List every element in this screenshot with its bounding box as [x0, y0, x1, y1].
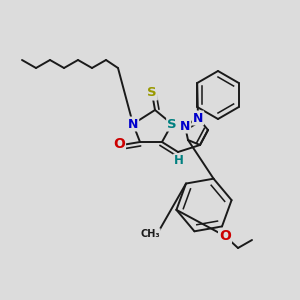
Text: N: N [193, 112, 203, 124]
Text: H: H [174, 154, 184, 167]
Text: O: O [219, 229, 231, 243]
Text: O: O [113, 137, 125, 151]
Text: CH₃: CH₃ [140, 229, 160, 239]
Text: N: N [180, 119, 190, 133]
Text: N: N [128, 118, 138, 130]
Text: S: S [167, 118, 177, 130]
Text: S: S [147, 86, 157, 100]
